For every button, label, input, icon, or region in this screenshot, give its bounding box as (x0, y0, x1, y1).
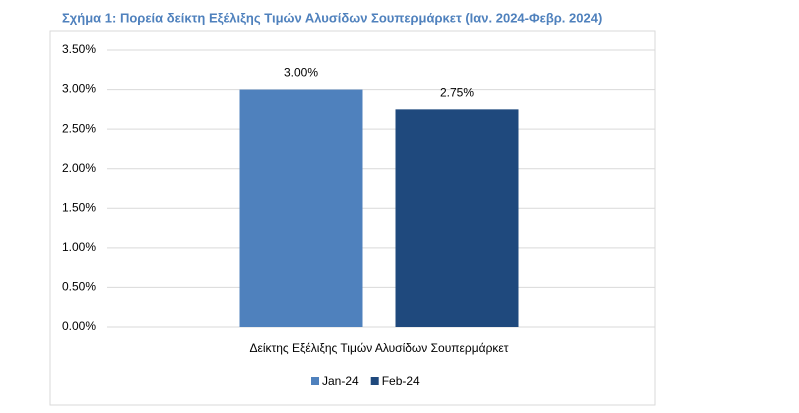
y-tick-label: 2.00% (62, 161, 96, 175)
chart-frame (49, 30, 656, 406)
legend-swatch (311, 377, 319, 385)
y-tick-label: 2.50% (62, 121, 96, 135)
bar (239, 89, 363, 327)
legend-swatch (370, 377, 379, 385)
legend-label: Jan-24 (322, 374, 359, 388)
y-tick-label: 1.00% (62, 240, 96, 254)
y-tick-label: 3.50% (62, 42, 96, 56)
x-tick-label: Δείκτης Εξέλιξης Τιμών Αλυσίδων Σουπερμά… (249, 341, 508, 355)
y-tick-label: 0.50% (62, 280, 96, 294)
value-label: 3.00% (284, 66, 318, 80)
bar (395, 109, 519, 327)
y-tick-label: 3.00% (62, 82, 96, 96)
y-tick-label: 0.00% (62, 319, 96, 333)
y-tick-label: 1.50% (62, 200, 96, 214)
legend-label: Feb-24 (382, 374, 420, 388)
chart-title: Σχήμα 1: Πορεία δείκτη Εξέλιξης Τιμών Αλ… (62, 10, 602, 25)
value-label: 2.75% (440, 86, 474, 100)
